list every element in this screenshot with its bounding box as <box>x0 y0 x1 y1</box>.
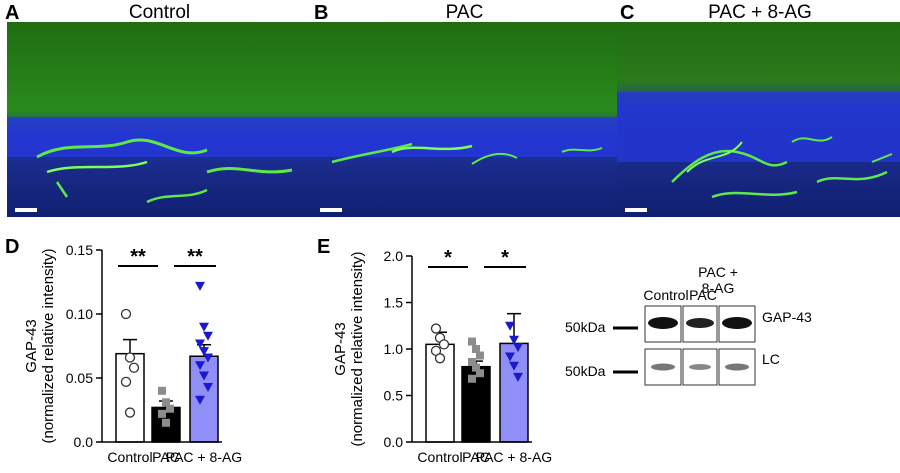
chart-d-significance-label: ** <box>130 246 146 268</box>
panel-letter-a: A <box>5 2 20 24</box>
chart-d-y-tick-label: 0.05 <box>66 370 93 386</box>
micrograph-pac-image <box>312 22 617 217</box>
chart-d-point <box>158 386 166 395</box>
chart-e-point <box>505 352 515 362</box>
blot-lane-label-control: Control <box>643 287 688 303</box>
chart-d-significance-label: ** <box>187 246 203 268</box>
panel-letter-b: B <box>314 2 329 24</box>
chart-e-significance-label: * <box>444 247 452 269</box>
chart-d-point <box>162 398 170 407</box>
chart-d-y-axis-label: GAP-43 <box>23 319 40 372</box>
chart-e-y-axis-label-sub: (normalized relative intensity) <box>349 251 366 446</box>
chart-d-point <box>203 382 213 392</box>
chart-d-y-axis-label-sub: (normalized relative intensity) <box>40 248 57 443</box>
chart-d-point <box>124 352 136 363</box>
chart-d-point <box>199 322 209 332</box>
chart-e-point <box>468 337 476 346</box>
chart-d-point <box>195 281 205 291</box>
chart-e-bar-2 <box>499 342 529 443</box>
chart-e-point <box>476 369 484 378</box>
blot-row-gap43: 50kDa GAP-43 <box>565 305 812 343</box>
micrograph-pac-8ag-image <box>617 22 900 217</box>
chart-e-point <box>468 374 476 383</box>
chart-e-point <box>476 351 484 360</box>
blot-marker-gap43: 50kDa <box>565 319 606 335</box>
chart-e-point <box>438 339 450 350</box>
micrograph-control <box>7 22 312 217</box>
chart-d-point <box>128 362 140 373</box>
micrograph-pac <box>312 22 617 217</box>
chart-e-point <box>509 335 519 345</box>
chart-e-point <box>472 345 480 353</box>
panel-letter-e: E <box>317 236 331 258</box>
blot-lane-label-pac8ag-line2: 8-AG <box>702 280 735 296</box>
chart-e-y-tick-label: 0.5 <box>384 388 404 404</box>
chart-e-y-tick-label: 2.0 <box>384 248 404 264</box>
blot-label-gap43: GAP-43 <box>762 309 812 325</box>
chart-d-category-label: PAC + 8-AG <box>166 449 242 465</box>
chart-e-y-tick-label: 1.0 <box>384 341 404 357</box>
chart-d-point <box>162 418 170 427</box>
chart-d-point <box>166 404 174 413</box>
chart-d-category-label: Control <box>107 449 152 465</box>
chart-d-y-tick-label: 0.10 <box>66 306 93 322</box>
chart-e-y-tick-label: 1.5 <box>384 295 404 311</box>
chart-d-point <box>124 407 136 418</box>
chart-d-category-label: PAC <box>152 449 180 465</box>
blot-label-lc: LC <box>762 351 780 367</box>
chart-e-point <box>509 361 519 371</box>
blot-lane-label-pac: PAC <box>689 287 717 303</box>
chart-d-point <box>195 395 205 405</box>
chart-e-category-label: PAC <box>462 449 490 465</box>
chart-d-point <box>199 347 209 357</box>
micrograph-pac-8ag <box>617 22 900 217</box>
chart-d-point <box>158 409 166 418</box>
western-blot: PAC + 8-AG Control PAC 50kDa GAP-43 50kD… <box>565 264 812 386</box>
chart-e-y-axis-label: GAP-43 <box>332 322 349 375</box>
chart-e-y-tick-label: 0.0 <box>384 434 404 450</box>
chart-d-point <box>203 353 213 363</box>
chart-e-point <box>472 363 480 372</box>
bar-chart-e: 0.0 0.5 1.0 1.5 2.0 GAP-43 (normalized relativ… <box>332 247 552 465</box>
chart-d-point <box>199 371 209 381</box>
chart-d-y-tick-label: 0.0 <box>74 434 94 450</box>
chart-e-point <box>513 372 523 382</box>
chart-e-point <box>505 321 515 331</box>
micrograph-control-image <box>7 22 312 217</box>
blot-row-lc: 50kDa LC <box>565 348 780 386</box>
blot-lane-label-pac8ag-line1: PAC + <box>698 264 738 280</box>
chart-d-point <box>120 308 132 320</box>
chart-e-significance-label: * <box>501 247 509 269</box>
panel-c-title: PAC + 8-AG <box>708 2 812 23</box>
panel-letter-d: D <box>5 236 20 258</box>
chart-e-category-label: PAC + 8-AG <box>476 449 552 465</box>
chart-e-point <box>468 358 476 367</box>
chart-e-point <box>430 323 442 334</box>
bar-chart-d: 0.0 0.05 0.10 0.15 GAP-43 (normalized relativ… <box>23 242 242 465</box>
chart-d-point <box>195 339 205 349</box>
panel-b-title: PAC <box>445 2 484 23</box>
chart-d-bar-2 <box>189 355 219 443</box>
chart-d-point <box>203 331 213 341</box>
blot-marker-lc: 50kDa <box>565 363 606 379</box>
chart-d-point <box>195 361 205 371</box>
chart-d-point <box>120 376 132 387</box>
chart-e-point <box>513 343 523 353</box>
chart-e-category-label: Control <box>417 449 462 465</box>
chart-e-point <box>434 353 446 364</box>
chart-d-y-tick-label: 0.15 <box>66 242 93 258</box>
panel-a-title: Control <box>128 2 191 23</box>
panel-letter-c: C <box>620 2 635 24</box>
